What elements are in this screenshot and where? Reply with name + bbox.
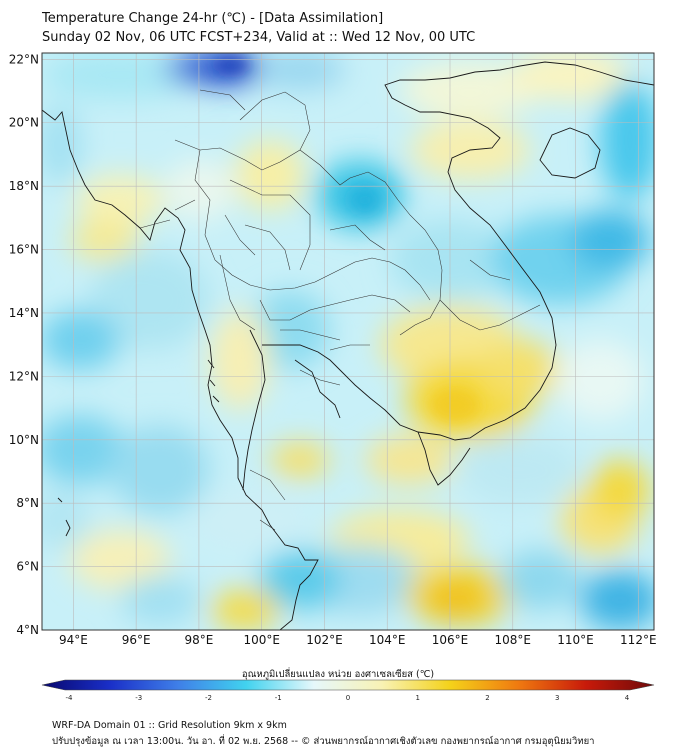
chart-subtitle: Sunday 02 Nov, 06 UTC FCST+234, Valid at… xyxy=(42,30,476,45)
temperature-map: 94°E 96°E 98°E 100°E 102°E 104°E 106°E 108°E 110… xyxy=(9,52,657,647)
admin-boundaries xyxy=(139,89,541,531)
lat-tick-label: 12°N xyxy=(9,369,39,383)
map-frame xyxy=(41,52,655,631)
lon-tick-label: 98°E xyxy=(184,633,213,647)
lat-tick-label: 14°N xyxy=(9,306,39,320)
temperature-field xyxy=(42,53,654,630)
lat-tick-label: 18°N xyxy=(9,179,39,193)
colorbar-tick-label: 2 xyxy=(485,694,489,702)
colorbar-tick-label: -2 xyxy=(205,694,212,702)
lat-tick-label: 8°N xyxy=(16,496,39,510)
colorbar-tick-label: 3 xyxy=(555,694,559,702)
graticule xyxy=(42,53,654,631)
lon-tick-label: 102°E xyxy=(306,633,343,647)
footer-domain-info: WRF-DA Domain 01 :: Grid Resolution 9km … xyxy=(52,720,287,731)
latitude-labels: 22°N 20°N 18°N 16°N 14°N 12°N 10°N 8°N 6°N 4°N xyxy=(9,52,39,637)
lat-tick-label: 4°N xyxy=(16,623,39,637)
lon-tick-label: 106°E xyxy=(432,633,469,647)
colorbar-tick-label: 4 xyxy=(625,694,630,702)
colorbar-tick-label: -1 xyxy=(275,694,282,702)
lat-tick-label: 10°N xyxy=(9,433,39,447)
colorbar-label: อุณหภูมิเปลี่ยนแปลง หน่วย องศาเซลเซียส (… xyxy=(241,669,435,680)
lon-tick-label: 112°E xyxy=(620,633,657,647)
lon-tick-label: 94°E xyxy=(59,633,88,647)
lon-tick-label: 96°E xyxy=(122,633,151,647)
colorbar-ticks: -4 -3 -2 -1 0 1 2 3 4 xyxy=(66,694,630,702)
colorbar-tick-label: 1 xyxy=(416,694,420,702)
chart-title: Temperature Change 24-hr (℃) - [Data Ass… xyxy=(42,11,384,26)
footer-credit: ปรับปรุงข้อมูล ณ เวลา 13:00น. วัน อา. ที… xyxy=(52,736,595,747)
lat-tick-label: 6°N xyxy=(16,560,39,574)
colorbar-tick-label: -4 xyxy=(66,694,74,702)
colorbar-tick-label: 0 xyxy=(346,694,350,702)
colorbar-tick-label: -3 xyxy=(135,694,142,702)
lon-tick-label: 100°E xyxy=(243,633,280,647)
lon-tick-label: 104°E xyxy=(369,633,406,647)
lat-tick-label: 20°N xyxy=(9,116,39,130)
longitude-labels: 94°E 96°E 98°E 100°E 102°E 104°E 106°E 108°E 110… xyxy=(59,633,657,647)
lon-tick-label: 110°E xyxy=(557,633,594,647)
lon-tick-label: 108°E xyxy=(495,633,532,647)
coastlines xyxy=(42,61,654,630)
lat-tick-label: 16°N xyxy=(9,243,39,257)
lat-tick-label: 22°N xyxy=(9,52,39,66)
